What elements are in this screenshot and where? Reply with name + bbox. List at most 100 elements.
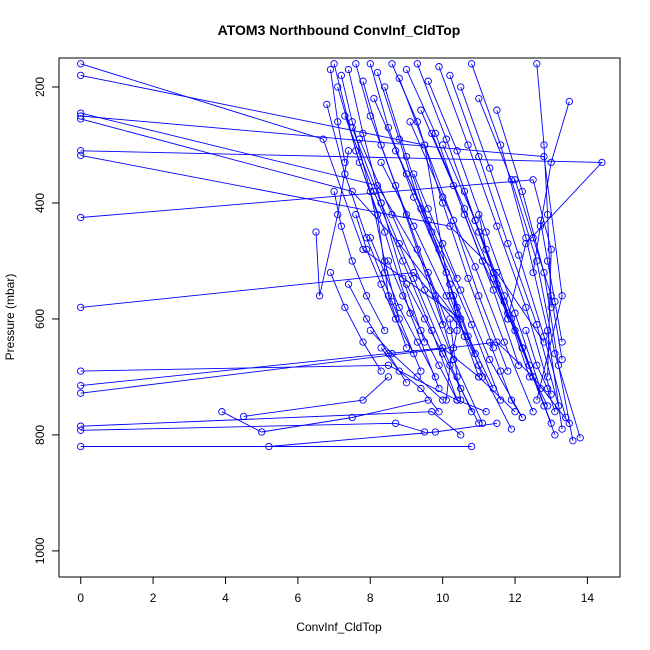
profile-series (475, 94, 584, 442)
series-line (510, 318, 549, 407)
data-point (533, 396, 541, 404)
data-point (417, 106, 425, 114)
data-point (558, 355, 566, 364)
profile-series (373, 68, 479, 358)
series-line (344, 115, 458, 401)
data-point (348, 257, 356, 265)
data-point (493, 106, 501, 114)
data-point (507, 176, 516, 184)
profile-series (344, 65, 429, 346)
profile-series (507, 315, 552, 410)
data-point (496, 367, 505, 375)
data-point (348, 413, 356, 422)
data-point (576, 434, 584, 442)
data-point (334, 118, 342, 126)
data-point (529, 373, 537, 381)
data-point (504, 239, 512, 248)
data-point (543, 384, 552, 393)
data-point (439, 141, 447, 149)
data-point (493, 419, 501, 427)
data-point (395, 74, 403, 82)
series-layer (77, 60, 606, 451)
data-point (402, 152, 411, 161)
data-point (475, 419, 483, 427)
series-line (438, 66, 552, 395)
data-point (381, 83, 389, 91)
data-point (377, 280, 385, 288)
data-point (77, 389, 85, 397)
data-point (442, 292, 450, 300)
data-point (558, 338, 566, 346)
series-line (268, 422, 497, 447)
data-point (388, 210, 396, 219)
series-line (427, 81, 541, 389)
data-point (522, 303, 530, 312)
series-line (442, 144, 556, 436)
series-line (243, 376, 389, 417)
data-point (475, 228, 483, 236)
profile-series (77, 151, 548, 346)
profile-series (77, 361, 490, 416)
y-axis-label: Pressure (mbar) (3, 274, 17, 361)
profile-series (446, 71, 563, 410)
profile-series (366, 234, 440, 381)
data-point (417, 384, 425, 393)
data-point (565, 97, 573, 106)
series-line (80, 341, 570, 424)
profile-series (435, 63, 555, 398)
data-point (352, 60, 360, 68)
data-point (543, 210, 552, 219)
series-line (80, 422, 425, 433)
data-point (446, 71, 454, 80)
data-point (77, 60, 85, 68)
data-point (551, 297, 559, 306)
series-line (80, 115, 563, 401)
x-tick-label: 10 (436, 591, 450, 605)
data-point (464, 274, 472, 283)
data-point (337, 222, 345, 230)
profile-series (486, 338, 526, 422)
data-point (457, 396, 465, 404)
x-tick-label: 12 (508, 591, 522, 605)
data-point (475, 292, 483, 300)
series-line (362, 81, 454, 360)
series-line (80, 154, 545, 343)
data-point (370, 94, 378, 103)
data-point (547, 158, 555, 167)
data-point (77, 381, 85, 390)
y-tick-label: 1000 (33, 537, 47, 564)
data-point (381, 326, 389, 335)
data-point (493, 222, 501, 230)
data-point (453, 274, 461, 283)
data-point (558, 425, 566, 433)
y-tick-label: 200 (33, 77, 47, 97)
data-point (551, 408, 559, 416)
data-point (435, 361, 443, 369)
data-point (330, 187, 338, 196)
data-point (489, 268, 497, 277)
profile-series (77, 112, 566, 404)
data-point (424, 77, 432, 85)
data-point (420, 141, 429, 149)
series-line (369, 237, 436, 378)
data-point (540, 141, 548, 149)
data-point (449, 216, 458, 225)
series-line (221, 399, 429, 433)
series-line (348, 69, 426, 343)
series-line (80, 118, 458, 320)
data-point (362, 292, 371, 300)
data-point (399, 292, 407, 300)
data-point (558, 292, 566, 300)
data-point (460, 205, 469, 213)
data-point (442, 135, 450, 143)
profile-series (77, 338, 573, 427)
data-point (449, 355, 458, 364)
data-point (413, 373, 421, 381)
series-line (80, 112, 451, 331)
data-point (504, 367, 512, 375)
data-point (496, 396, 505, 404)
data-point (359, 77, 367, 85)
data-point (467, 60, 476, 68)
data-point (551, 350, 559, 358)
series-line (525, 330, 556, 412)
